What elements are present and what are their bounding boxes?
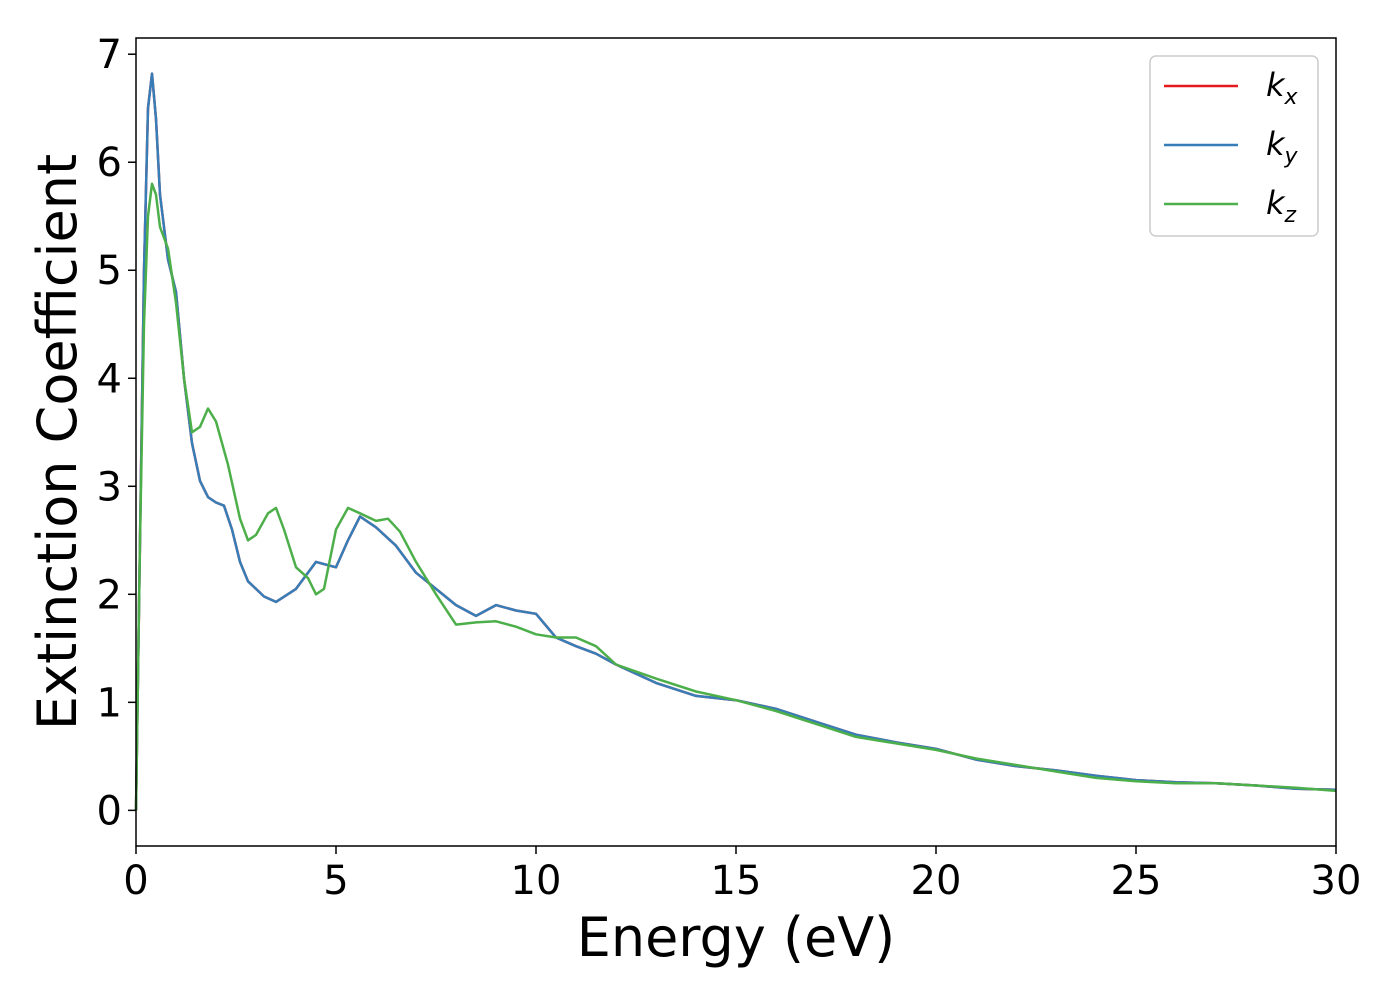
y-tick-label: 3 <box>97 464 122 510</box>
x-tick-label: 0 <box>123 858 148 904</box>
x-tick-label: 25 <box>1111 858 1162 904</box>
legend-label-k-z: kz <box>1266 184 1297 228</box>
legend-label-subscript: z <box>1284 203 1297 228</box>
y-tick-label: 4 <box>97 356 122 402</box>
y-tick-label: 6 <box>97 140 122 186</box>
legend-label-main: k <box>1266 66 1286 104</box>
x-axis: 0 5 10 15 20 25 30 <box>123 846 1361 904</box>
x-tick-label: 10 <box>511 858 562 904</box>
series-layer <box>134 72 1337 811</box>
x-axis-label: Energy (eV) <box>577 906 896 969</box>
y-axis: 0 1 2 3 4 5 6 7 <box>97 32 136 834</box>
y-axis-label: Extinction Coefficient <box>26 154 89 730</box>
legend-label-k-x: kx <box>1266 66 1299 110</box>
legend-label-main: k <box>1266 125 1286 163</box>
x-tick-label: 20 <box>911 858 962 904</box>
y-tick-label: 1 <box>97 680 122 726</box>
x-tick-label: 30 <box>1311 858 1362 904</box>
y-tick-label: 0 <box>97 788 122 834</box>
legend-label-main: k <box>1266 184 1286 222</box>
legend-label-k-y: ky <box>1266 125 1299 169</box>
y-tick-label: 5 <box>97 248 122 294</box>
legend-label-subscript: y <box>1284 144 1299 169</box>
x-tick-label: 15 <box>711 858 762 904</box>
y-tick-label: 2 <box>97 572 122 618</box>
x-tick-label: 5 <box>323 858 348 904</box>
series-line-k-z <box>134 182 1337 811</box>
legend-label-subscript: x <box>1284 85 1299 110</box>
y-tick-label: 7 <box>97 32 122 78</box>
